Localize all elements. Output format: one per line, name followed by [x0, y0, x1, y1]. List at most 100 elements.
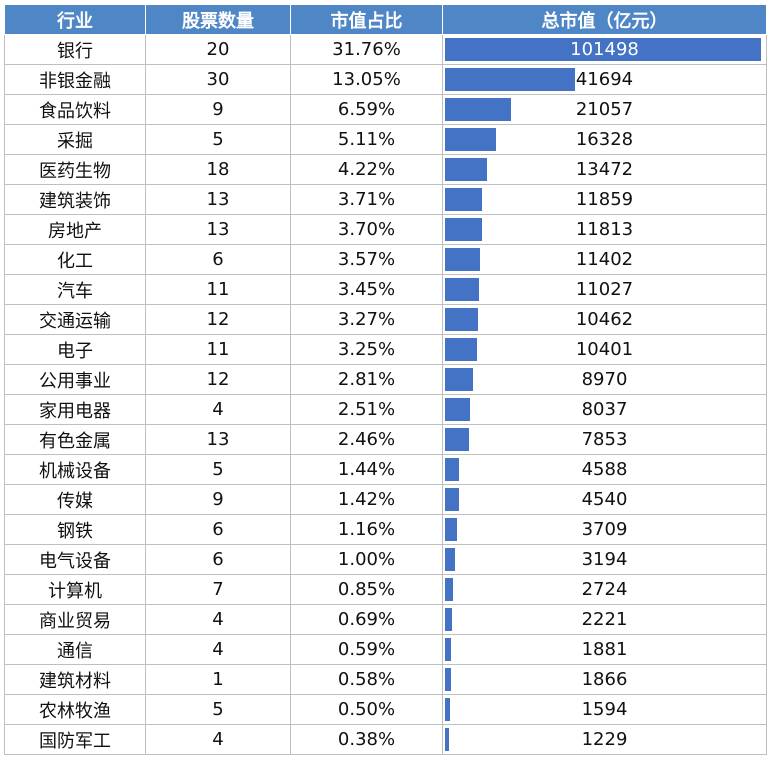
market-cap-value: 10462 — [575, 309, 634, 330]
table-row: 公用事业 12 2.81% 8970 — [4, 364, 767, 395]
stock-count-cell: 30 — [145, 64, 291, 95]
header-industry: 行业 — [4, 4, 146, 35]
industry-cell: 电气设备 — [4, 544, 146, 575]
market-share-cell: 0.69% — [290, 604, 443, 635]
market-share-cell: 4.22% — [290, 154, 443, 185]
header-market-share: 市值占比 — [290, 4, 443, 35]
market-share-cell: 6.59% — [290, 94, 443, 125]
market-cap-value: 8970 — [581, 369, 628, 390]
market-cap-cell: 16328 — [442, 124, 767, 155]
market-share-cell: 3.70% — [290, 214, 443, 245]
table-row: 房地产 13 3.70% 11813 — [4, 214, 767, 245]
market-cap-value: 3709 — [581, 519, 628, 540]
market-cap-cell: 41694 — [442, 64, 767, 95]
market-cap-cell: 1866 — [442, 664, 767, 695]
table-row: 银行 20 31.76% 101498 — [4, 34, 767, 65]
industry-cell: 电子 — [4, 334, 146, 365]
industry-cell: 化工 — [4, 244, 146, 275]
industry-market-cap-table: 行业 股票数量 市值占比 总市值（亿元） 银行 20 31.76% 101498 非银金… — [4, 4, 767, 755]
stock-count-cell: 11 — [145, 274, 291, 305]
stock-count-cell: 9 — [145, 484, 291, 515]
market-cap-bar — [445, 488, 460, 511]
market-cap-value: 16328 — [575, 129, 634, 150]
market-cap-bar — [445, 128, 496, 151]
market-cap-cell: 21057 — [442, 94, 767, 125]
market-cap-bar — [445, 308, 478, 331]
market-cap-value: 3194 — [581, 549, 628, 570]
stock-count-cell: 4 — [145, 394, 291, 425]
market-cap-value: 1866 — [581, 669, 628, 690]
market-cap-bar — [445, 278, 480, 301]
market-cap-value: 11402 — [575, 249, 634, 270]
table-row: 计算机 7 0.85% 2724 — [4, 574, 767, 605]
table-header-row: 行业 股票数量 市值占比 总市值（亿元） — [4, 4, 767, 35]
market-cap-value: 4540 — [581, 489, 628, 510]
market-cap-bar — [445, 218, 482, 241]
table-row: 通信 4 0.59% 1881 — [4, 634, 767, 665]
stock-count-cell: 13 — [145, 424, 291, 455]
market-share-cell: 2.51% — [290, 394, 443, 425]
table-row: 农林牧渔 5 0.50% 1594 — [4, 694, 767, 725]
table-row: 家用电器 4 2.51% 8037 — [4, 394, 767, 425]
industry-cell: 建筑材料 — [4, 664, 146, 695]
industry-cell: 非银金融 — [4, 64, 146, 95]
market-share-cell: 1.16% — [290, 514, 443, 545]
market-cap-value: 101498 — [570, 39, 639, 60]
market-cap-cell: 4588 — [442, 454, 767, 485]
table-row: 建筑材料 1 0.58% 1866 — [4, 664, 767, 695]
industry-cell: 有色金属 — [4, 424, 146, 455]
market-cap-bar — [445, 368, 473, 391]
table-row: 机械设备 5 1.44% 4588 — [4, 454, 767, 485]
stock-count-cell: 18 — [145, 154, 291, 185]
market-cap-bar — [445, 548, 455, 571]
industry-cell: 钢铁 — [4, 514, 146, 545]
market-cap-value: 1229 — [581, 729, 628, 750]
stock-count-cell: 6 — [145, 244, 291, 275]
market-cap-bar — [445, 608, 452, 631]
market-cap-bar — [445, 728, 449, 751]
header-total-market-cap: 总市值（亿元） — [442, 4, 767, 35]
market-cap-value: 1881 — [581, 639, 628, 660]
industry-cell: 国防军工 — [4, 724, 146, 755]
table-row: 国防军工 4 0.38% 1229 — [4, 724, 767, 755]
industry-cell: 家用电器 — [4, 394, 146, 425]
market-cap-value: 11027 — [575, 279, 634, 300]
market-cap-value: 10401 — [575, 339, 634, 360]
market-share-cell: 0.38% — [290, 724, 443, 755]
table-row: 有色金属 13 2.46% 7853 — [4, 424, 767, 455]
market-cap-bar — [445, 188, 482, 211]
stock-count-cell: 5 — [145, 454, 291, 485]
market-cap-bar — [445, 98, 511, 121]
market-share-cell: 2.81% — [290, 364, 443, 395]
market-cap-cell: 11813 — [442, 214, 767, 245]
market-share-cell: 31.76% — [290, 34, 443, 65]
market-cap-cell: 11027 — [442, 274, 767, 305]
market-cap-value: 11813 — [575, 219, 634, 240]
market-cap-cell: 3709 — [442, 514, 767, 545]
stock-count-cell: 13 — [145, 184, 291, 215]
table-row: 交通运输 12 3.27% 10462 — [4, 304, 767, 335]
table-row: 食品饮料 9 6.59% 21057 — [4, 94, 767, 125]
industry-cell: 商业贸易 — [4, 604, 146, 635]
stock-count-cell: 13 — [145, 214, 291, 245]
industry-cell: 交通运输 — [4, 304, 146, 335]
market-cap-cell: 2221 — [442, 604, 767, 635]
market-cap-bar — [445, 398, 471, 421]
stock-count-cell: 12 — [145, 304, 291, 335]
market-cap-cell: 3194 — [442, 544, 767, 575]
market-cap-cell: 11859 — [442, 184, 767, 215]
market-cap-cell: 1594 — [442, 694, 767, 725]
market-share-cell: 3.27% — [290, 304, 443, 335]
market-cap-value: 4588 — [581, 459, 628, 480]
table-row: 医药生物 18 4.22% 13472 — [4, 154, 767, 185]
stock-count-cell: 6 — [145, 514, 291, 545]
stock-count-cell: 4 — [145, 724, 291, 755]
market-cap-cell: 2724 — [442, 574, 767, 605]
stock-count-cell: 6 — [145, 544, 291, 575]
table-row: 商业贸易 4 0.69% 2221 — [4, 604, 767, 635]
industry-cell: 公用事业 — [4, 364, 146, 395]
market-share-cell: 3.57% — [290, 244, 443, 275]
market-cap-bar — [445, 578, 454, 601]
table-row: 电气设备 6 1.00% 3194 — [4, 544, 767, 575]
market-cap-value: 1594 — [581, 699, 628, 720]
